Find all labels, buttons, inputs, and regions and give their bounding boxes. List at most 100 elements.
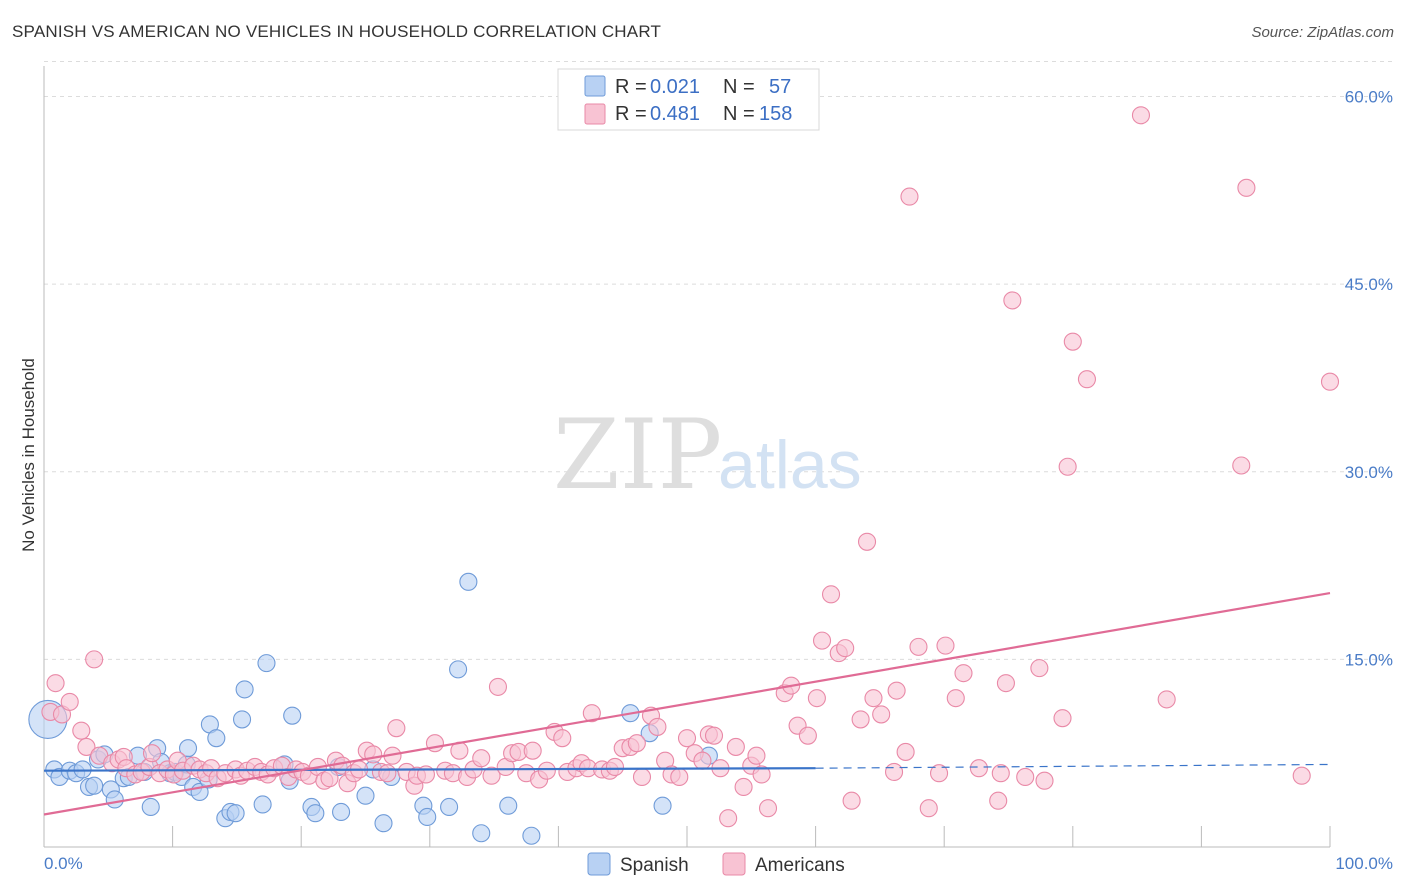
spanish-point xyxy=(449,660,468,679)
legend-swatch-spanish xyxy=(584,75,606,97)
spanish-trend-line xyxy=(43,767,816,772)
americans-point xyxy=(969,759,988,778)
americans-point xyxy=(632,767,652,787)
spanish-point xyxy=(178,739,198,758)
spanish-point xyxy=(105,790,124,809)
americans-point xyxy=(387,719,406,738)
spanish-point xyxy=(418,807,437,827)
americans-point xyxy=(46,674,65,693)
americans-point xyxy=(553,729,572,748)
spanish-point xyxy=(459,572,478,591)
americans-point xyxy=(1077,370,1096,389)
legend-r-label-americans: R = xyxy=(615,103,647,125)
americans-point xyxy=(85,650,104,669)
americans-point xyxy=(719,809,738,828)
americans-point xyxy=(851,710,870,729)
americans-point xyxy=(1232,456,1251,475)
americans-point xyxy=(537,761,556,780)
americans-point xyxy=(996,674,1015,693)
americans-point xyxy=(807,689,826,708)
americans-point xyxy=(320,769,339,788)
spanish-point xyxy=(85,776,104,795)
spanish-point xyxy=(440,797,459,817)
americans-point xyxy=(605,757,625,776)
americans-point xyxy=(77,737,96,756)
americans-point xyxy=(1058,457,1077,476)
americans-trend-line xyxy=(43,592,1331,816)
spanish-point xyxy=(226,804,245,823)
y-tick-labels: 15.0% 30.0% 45.0% 60.0% xyxy=(1345,88,1393,670)
bottom-legend-swatch-spanish xyxy=(587,852,611,876)
spanish-point xyxy=(235,680,254,699)
americans-point xyxy=(747,746,766,765)
bottom-legend-label-spanish: Spanish xyxy=(620,855,689,876)
americans-point xyxy=(857,532,877,551)
americans-point xyxy=(1157,690,1176,709)
americans-point xyxy=(677,729,697,748)
americans-point xyxy=(752,765,771,784)
americans-point xyxy=(884,762,904,782)
americans-point xyxy=(1003,291,1022,310)
americans-point xyxy=(821,585,841,604)
americans-point xyxy=(842,791,861,810)
spanish-trend-extension xyxy=(815,763,1331,769)
grid-lines xyxy=(44,61,1393,660)
americans-point xyxy=(1016,767,1035,787)
americans-point xyxy=(887,681,906,700)
americans-point xyxy=(900,187,919,206)
legend-r-value-americans: 0.481 xyxy=(650,103,700,125)
chart-title: SPANISH VS AMERICAN NO VEHICLES IN HOUSE… xyxy=(12,22,662,41)
americans-point xyxy=(482,766,501,785)
americans-point xyxy=(1131,106,1151,125)
spanish-point xyxy=(232,710,252,729)
americans-point xyxy=(1053,709,1072,728)
trend-lines xyxy=(43,592,1331,816)
americans-point xyxy=(582,704,601,723)
stats-legend: R = 0.021 N = 57 R = 0.481 N = 158 xyxy=(557,68,820,131)
spanish-point xyxy=(141,797,160,817)
americans-point xyxy=(472,749,491,768)
americans-point xyxy=(1035,771,1054,790)
americans-point xyxy=(488,677,508,696)
americans-point xyxy=(930,764,949,783)
legend-n-label-spanish: N = xyxy=(723,76,755,98)
americans-point xyxy=(936,636,955,655)
spanish-point xyxy=(472,824,491,843)
spanish-point xyxy=(356,786,375,805)
americans-point xyxy=(704,726,724,745)
americans-point xyxy=(909,637,928,656)
x-tick-label-min: 0.0% xyxy=(44,854,83,873)
americans-point xyxy=(896,742,915,761)
americans-point xyxy=(670,767,689,787)
americans-point xyxy=(954,664,973,683)
spanish-point xyxy=(306,804,325,823)
americans-point xyxy=(1292,766,1311,785)
americans-point xyxy=(758,799,778,818)
legend-r-label-spanish: R = xyxy=(615,76,647,98)
americans-point xyxy=(1030,659,1049,678)
legend-n-label-americans: N = xyxy=(723,103,755,125)
americans-point xyxy=(693,751,712,770)
y-tick-label: 45.0% xyxy=(1345,275,1393,294)
americans-point xyxy=(72,721,91,740)
spanish-point xyxy=(73,760,92,779)
axes xyxy=(43,66,1331,848)
y-tick-label: 30.0% xyxy=(1345,463,1393,482)
americans-point xyxy=(627,734,646,753)
americans-point xyxy=(726,737,745,756)
spanish-point xyxy=(207,729,226,748)
spanish-point xyxy=(653,796,672,815)
spanish-point xyxy=(253,795,272,814)
legend-n-value-americans: 158 xyxy=(759,103,792,125)
americans-point xyxy=(1237,178,1256,197)
spanish-point xyxy=(522,826,541,845)
y-tick-label: 15.0% xyxy=(1345,650,1393,669)
y-tick-label: 60.0% xyxy=(1345,88,1393,107)
legend-r-value-spanish: 0.021 xyxy=(650,76,700,98)
americans-point xyxy=(364,745,383,764)
spanish-point xyxy=(257,654,276,673)
americans-point xyxy=(1063,332,1082,351)
spanish-point xyxy=(499,796,518,815)
americans-point xyxy=(1320,372,1340,391)
